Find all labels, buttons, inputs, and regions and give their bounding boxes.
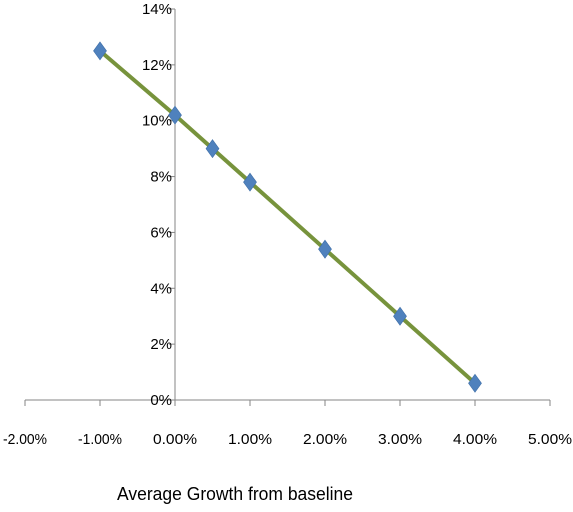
axes: -2.00% -1.00% 0.00% 1.00% 2.00% 3.00% 4.00% 5.0… (3, 1, 572, 448)
y-tick-label: 14% (142, 1, 172, 18)
data-point (205, 139, 220, 159)
y-tick-label: 0% (150, 392, 172, 409)
y-tick-label: 4% (150, 280, 172, 297)
series-line (98, 49, 477, 385)
data-point (318, 239, 332, 259)
x-tick-label: 1.00% (228, 431, 272, 448)
x-axis-title: Average Growth from baseline (117, 484, 353, 504)
x-tick-label: 2.00% (303, 431, 347, 448)
x-tick-label: -1.00% (78, 431, 122, 448)
data-point (393, 306, 407, 326)
series (93, 41, 482, 393)
x-tick-label: 3.00% (378, 431, 422, 448)
data-point (243, 172, 257, 192)
y-tick-label: 8% (150, 169, 172, 186)
x-tick-label: 5.00% (528, 431, 572, 448)
y-tick-label: 10% (142, 113, 172, 130)
data-point (93, 41, 107, 61)
y-tick-label: 6% (150, 224, 172, 241)
data-point (468, 373, 482, 393)
x-tick-label: 4.00% (453, 431, 497, 448)
data-point (168, 105, 182, 125)
y-tick-label: 12% (142, 57, 172, 74)
x-tick-label: -2.00% (3, 431, 47, 448)
y-tick-label: 2% (150, 336, 172, 353)
x-tick-label: 0.00% (153, 431, 197, 448)
